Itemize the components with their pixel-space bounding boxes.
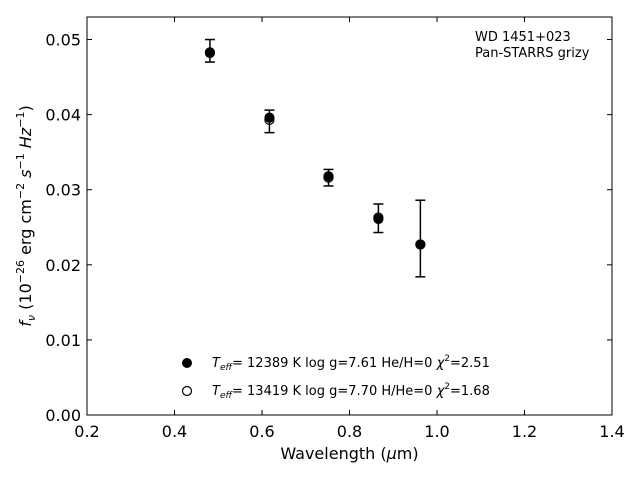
y-tick-label: 0.01 — [45, 331, 81, 350]
error-bars — [204, 38, 426, 278]
point-open — [204, 47, 216, 59]
legend: Teff= 12389 K log g=7.61 He/H=0 χ2=2.51 … — [181, 354, 490, 401]
x-tick-label: 1.2 — [512, 422, 537, 441]
point-open — [323, 172, 334, 183]
x-tick-label: 0.8 — [337, 422, 362, 441]
x-ticks: 0.2 0.4 0.6 0.8 1.0 1.2 1.4 — [74, 17, 625, 441]
point-open — [415, 239, 426, 250]
x-tick-label: 0.4 — [162, 422, 187, 441]
y-tick-label: 0.04 — [45, 106, 81, 125]
legend-marker-filled — [182, 358, 192, 368]
data-points — [204, 47, 426, 250]
legend-label-db: Teff= 13419 K log g=7.70 H/He=0 χ2=1.68 — [212, 382, 490, 401]
y-ticks: 0.00 0.01 0.02 0.03 0.04 0.05 — [45, 31, 612, 425]
y-tick-label: 0.03 — [45, 181, 81, 200]
annotation-object: WD 1451+023 — [475, 30, 571, 45]
legend-marker-open — [181, 385, 193, 397]
y-tick-label: 0.02 — [45, 256, 81, 275]
x-tick-label: 1.0 — [424, 422, 449, 441]
x-tick-label: 0.6 — [249, 422, 274, 441]
y-tick-label: 0.00 — [45, 406, 81, 425]
error-bar — [415, 199, 426, 278]
x-tick-label: 0.2 — [74, 422, 99, 441]
x-axis-label: Wavelength (μm) — [280, 444, 418, 463]
point-open — [264, 114, 275, 125]
annotation-survey: Pan-STARRS grizy — [475, 46, 590, 61]
point-open — [373, 212, 384, 223]
y-axis-label: fν (10−26 erg cm−2 s−1 Hz−1) — [14, 105, 38, 326]
x-tick-label: 1.4 — [599, 422, 624, 441]
y-tick-label: 0.05 — [45, 31, 81, 50]
legend-label-da: Teff= 12389 K log g=7.61 He/H=0 χ2=2.51 — [212, 354, 490, 373]
